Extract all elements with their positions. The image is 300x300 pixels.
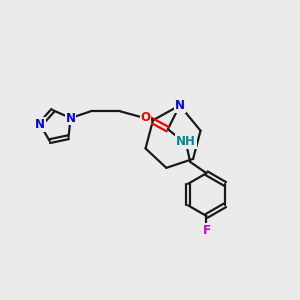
Text: O: O <box>140 111 151 124</box>
Text: NH: NH <box>176 135 196 148</box>
Text: N: N <box>175 99 185 112</box>
Text: F: F <box>202 224 211 237</box>
Text: N: N <box>65 112 76 124</box>
Text: N: N <box>35 118 45 131</box>
